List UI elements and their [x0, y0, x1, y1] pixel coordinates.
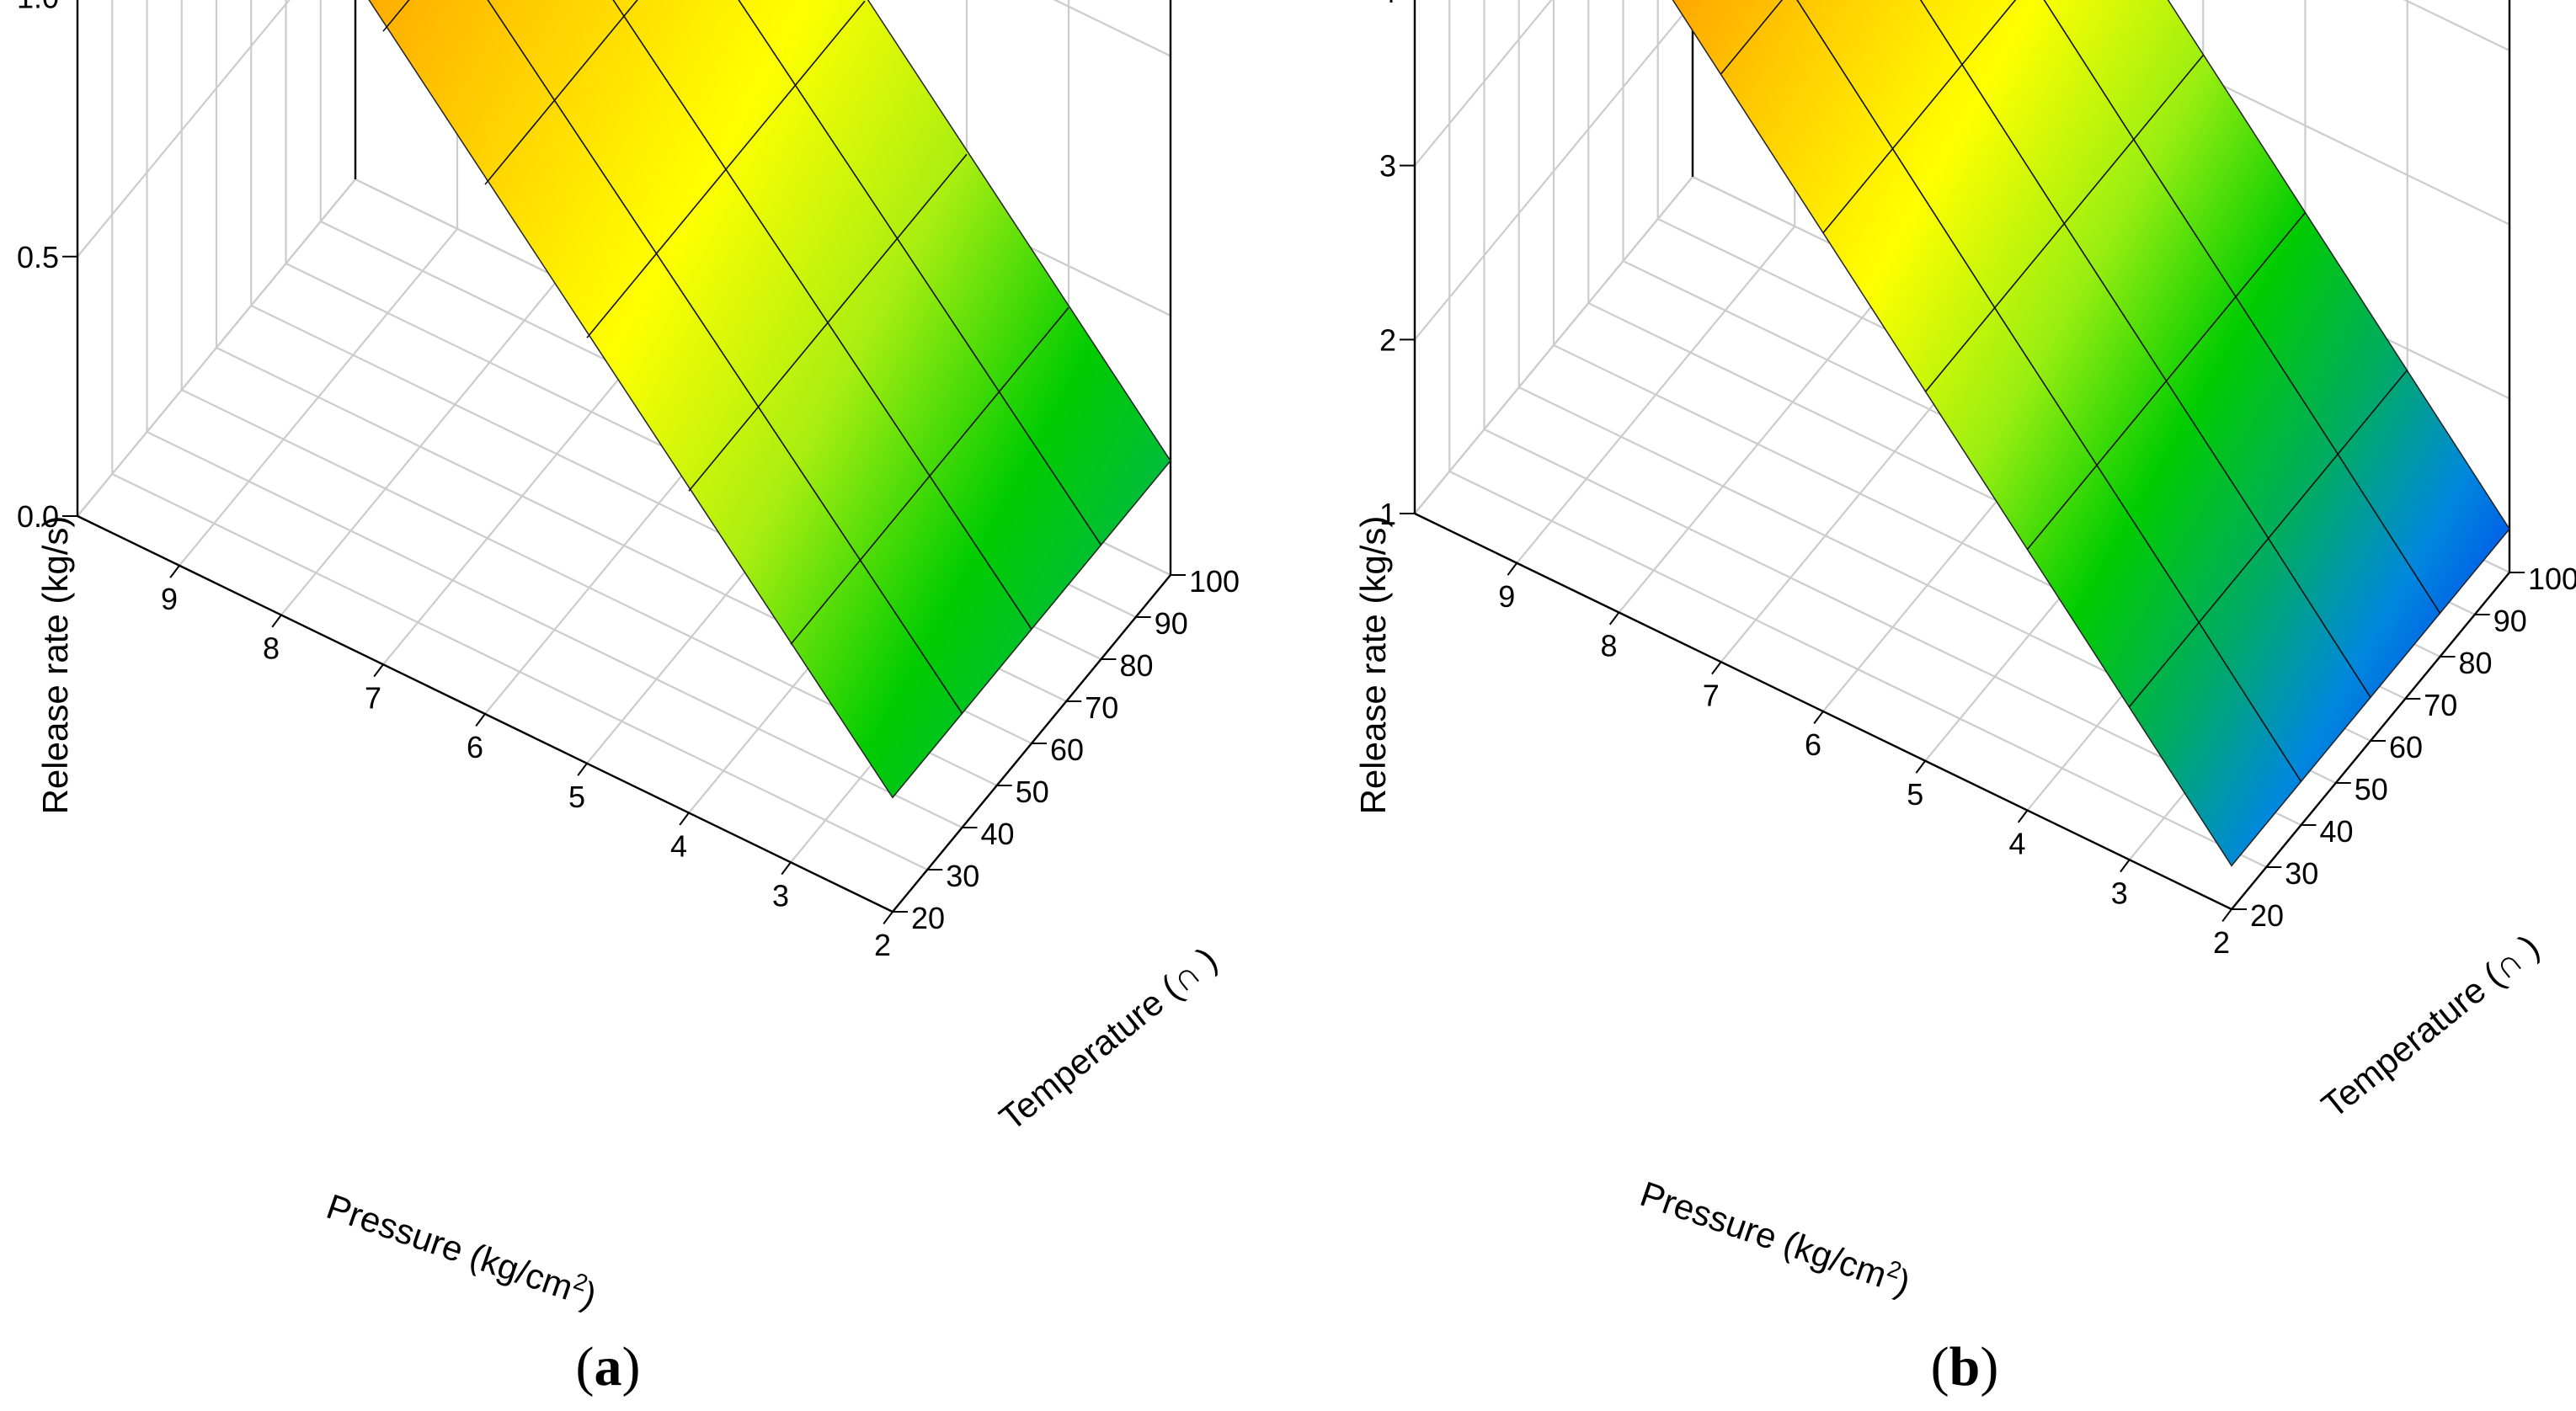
chart-b-x-tick-mark [2017, 809, 2029, 823]
chart-b-x-tick-mark [1813, 711, 1824, 725]
chart-b-y-tick-label: 100 [2528, 562, 2576, 596]
chart-b-xlabel: Pressure (kg/cm2) [1635, 1171, 1916, 1302]
chart-a-y-tick-label: 40 [981, 817, 1015, 851]
chart-b-x-tick-mark [1507, 562, 1518, 576]
chart-a-xlabel-main: Pressure (kg/cm [322, 1186, 578, 1307]
chart-b-x-tick-mark [1608, 611, 1620, 626]
chart-a-x-tick-mark [679, 812, 690, 826]
chart-b-y-tick-label: 90 [2493, 604, 2527, 638]
chart-a-xlabel: Pressure (kg/cm2) [322, 1184, 602, 1315]
chart-b-y-tick-label: 30 [2285, 856, 2318, 891]
chart-a-y-tick-label: 50 [1016, 775, 1049, 809]
chart-b-backwall-gridline-z [1414, 2, 1693, 341]
chart-a-panel-letter: a [595, 1336, 622, 1398]
chart-b-panel-open: ( [1931, 1336, 1949, 1398]
chart-a-x-tick-label: 9 [161, 582, 178, 616]
chart-b-floor-gridline-y [1448, 471, 2267, 868]
chart-a-zlabel: Release rate (kg/s) [35, 516, 75, 815]
chart-a-y-tick-label: 80 [1120, 648, 1154, 683]
chart-a-x-tick-label: 7 [365, 680, 381, 715]
chart-b-y-tick-label: 40 [2320, 814, 2354, 849]
chart-b-surface-meshline-x [1720, 0, 1784, 75]
chart-b-x-tick-label: 3 [2111, 876, 2128, 910]
chart-b-panel-letter: b [1949, 1336, 1981, 1398]
chart-a-floor-gridline-y [111, 473, 928, 871]
chart-a-x-tick-label: 5 [568, 780, 585, 814]
chart-a-x-tick-mark [883, 911, 893, 925]
chart-a-y-tick-label: 20 [911, 901, 945, 935]
chart-a-z-tick-label: 1.0 [17, 0, 59, 15]
chart-b-x-tick-label: 5 [1907, 777, 1923, 812]
chart-b-z-tick-label: 3 [1379, 149, 1396, 184]
chart-b-ticks: 9876543220304050607080901001234567 [1379, 0, 2576, 960]
chart-a-y-tick-label: 30 [946, 859, 979, 893]
chart-b-x-tick-label: 7 [1703, 678, 1720, 712]
chart-a-x-tick-label: 3 [772, 878, 789, 913]
chart-b-y-tick-label: 70 [2424, 688, 2457, 722]
chart-b-z-tick-label: 4 [1379, 0, 1396, 9]
chart-a-x-tick-mark [475, 713, 486, 727]
chart-b-x-tick-label: 2 [2213, 925, 2230, 960]
chart-a-x-tick-label: 8 [263, 631, 280, 666]
chart-a-panel-open: ( [576, 1336, 595, 1398]
chart-a-y-tick-label: 100 [1189, 564, 1240, 599]
chart-b-xlabel-main: Pressure (kg/cm [1635, 1174, 1891, 1295]
chart-a-surface [368, 0, 1171, 799]
chart-a-panel-close: ) [622, 1336, 641, 1398]
chart-a-z-tick-label: 0.0 [17, 499, 59, 534]
chart-b-zlabel: Release rate (kg/s) [1353, 516, 1393, 815]
chart-a-floor-gridline-y [147, 431, 963, 828]
chart-b-surface-meshline-y [1919, 0, 2371, 698]
chart-b-x-tick-mark [2221, 908, 2232, 923]
chart-b-panel-close: ) [1980, 1336, 1998, 1398]
chart-a-y-tick-label: 90 [1155, 606, 1188, 641]
chart-b-surface-meshline-y [1796, 0, 2302, 782]
chart-a: 9876543220304050607080901000.00.51.01.52… [17, 0, 1240, 1398]
chart-a-surface-meshline-y [487, 0, 963, 714]
chart-a-x-tick-mark [781, 861, 792, 876]
chart-b-x-tick-label: 9 [1498, 579, 1515, 614]
chart-a-y-tick-label: 70 [1085, 690, 1118, 725]
chart-b-y-tick-label: 50 [2355, 772, 2388, 807]
chart-b-y-tick-label: 60 [2389, 730, 2423, 764]
chart-b-y-tick-label: 80 [2459, 646, 2493, 680]
chart-b-x-tick-mark [1915, 760, 1927, 774]
chart-a-z-tick-label: 0.5 [17, 240, 59, 274]
chart-b-surface [1672, 0, 2510, 867]
chart-b-ylabel: Temperature (∩ ) [2314, 927, 2547, 1126]
chart-b-x-tick-mark [1711, 661, 1722, 675]
chart-b-y-tick-label: 20 [2250, 898, 2284, 933]
chart-a-x-tick-label: 4 [670, 829, 687, 864]
chart-a-surface-meshline-y [612, 0, 1032, 630]
chart-a-surface-meshline-y [738, 0, 1102, 546]
chart-a-x-tick-mark [373, 663, 384, 678]
chart-a-x-tick-mark [577, 763, 588, 776]
chart-b-x-tick-label: 4 [2008, 827, 2025, 861]
chart-a-panel-label: (a) [576, 1336, 641, 1398]
chart-b-backwall-gridline-z [1414, 176, 1693, 514]
chart-b: 9876543220304050607080901001234567 Press… [1353, 0, 2576, 1398]
chart-b-x-tick-mark [2120, 859, 2131, 873]
chart-a-ticks: 9876543220304050607080901000.00.51.01.52… [17, 0, 1240, 962]
chart-b-backwall-gridline-z [1414, 0, 1553, 167]
chart-b-z-tick-label: 2 [1379, 322, 1396, 357]
chart-a-backwall-gridline-z [77, 178, 356, 517]
chart-b-surface-meshline-y [2043, 0, 2441, 614]
chart-b-panel-label: (b) [1931, 1336, 1999, 1398]
chart-a-backwall-gridline-z [77, 0, 291, 258]
chart-a-x-tick-mark [169, 565, 180, 578]
chart-a-surface-patch [368, 0, 1171, 799]
chart-b-surface-patch [1672, 0, 2510, 867]
chart-a-x-tick-mark [271, 614, 282, 628]
chart-a-y-tick-label: 60 [1050, 732, 1084, 767]
chart-b-x-tick-label: 8 [1600, 629, 1617, 663]
chart-a-x-tick-label: 2 [874, 928, 891, 962]
chart-a-x-tick-label: 6 [467, 730, 483, 764]
chart-a-ylabel: Temperature (∩ ) [992, 940, 1224, 1138]
chart-b-x-tick-label: 6 [1805, 727, 1821, 762]
chart-b-z-tick-label: 1 [1379, 497, 1396, 531]
